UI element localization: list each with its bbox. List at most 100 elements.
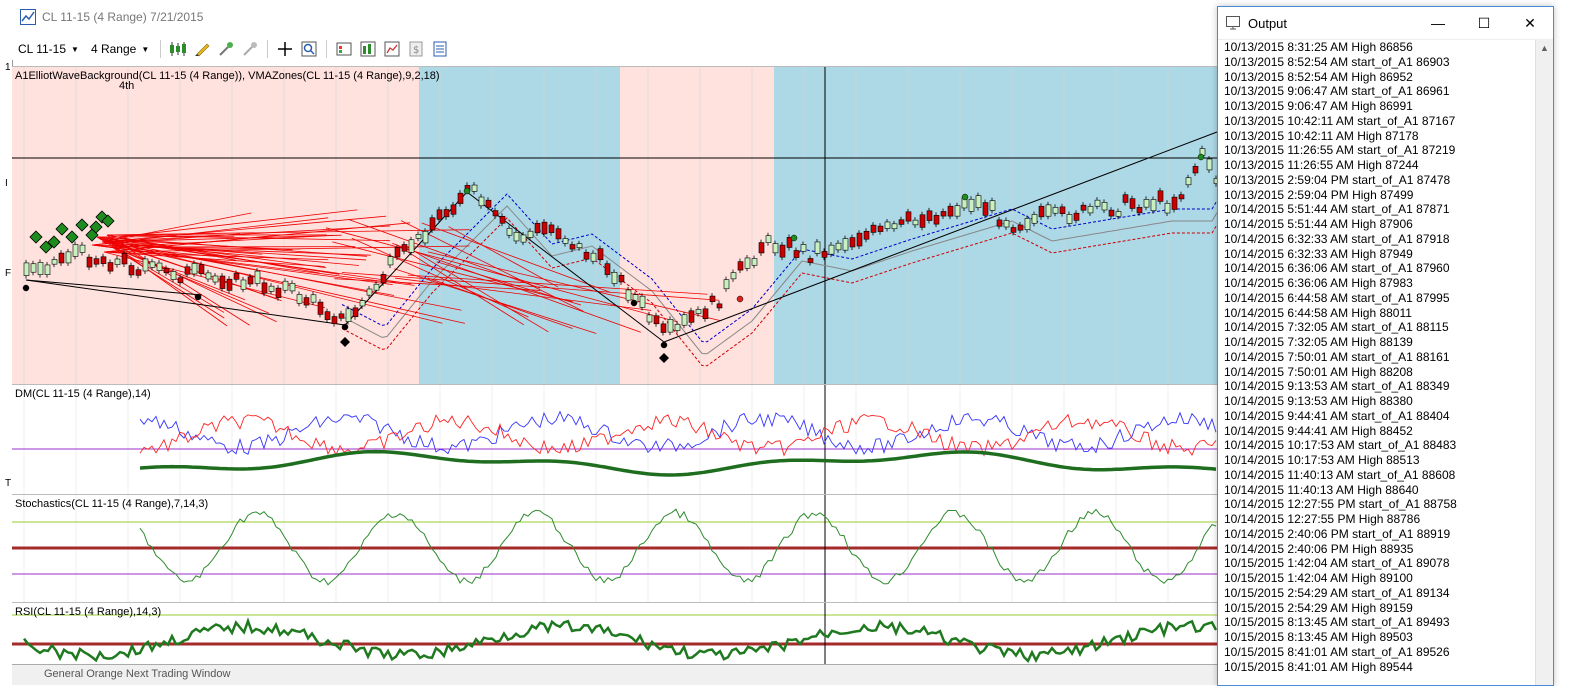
dm-panel-label: DM(CL 11-15 (4 Range),14) (15, 388, 151, 400)
candle-up (115, 259, 120, 265)
period-label: 4 Range (91, 42, 136, 56)
candle-up (283, 281, 288, 290)
candle-up (892, 224, 897, 229)
candle-down (178, 278, 183, 283)
remove-indicator-button[interactable] (240, 39, 260, 59)
output-log-line: 10/13/2015 9:06:47 AM start_of_A1 86961 (1218, 84, 1535, 99)
candle-down (857, 233, 862, 246)
chevron-down-icon: ▼ (141, 45, 149, 54)
magic-wand-icon (218, 41, 234, 57)
close-button[interactable]: ✕ (1507, 7, 1553, 39)
chart-tab-strip[interactable]: General Orange Next Trading Window (12, 664, 1240, 685)
price-plot[interactable] (12, 67, 1240, 385)
candle-up (1144, 199, 1149, 207)
output-log-line: 10/14/2015 6:44:58 AM start_of_A1 87995 (1218, 291, 1535, 306)
output-log-line: 10/14/2015 2:40:06 PM start_of_A1 88919 (1218, 527, 1535, 542)
candle-up (1095, 200, 1100, 206)
price-panel-label: A1ElliotWaveBackground(CL 11-15 (4 Range… (15, 70, 440, 82)
candle-up (206, 273, 211, 279)
candle-down (850, 238, 855, 247)
output-log[interactable]: 10/13/2015 8:31:25 AM High 86856 10/13/20… (1218, 40, 1535, 685)
indicators-icon (360, 41, 376, 57)
dm-plot[interactable] (12, 385, 1240, 495)
output-scrollbar[interactable]: ▲ (1535, 40, 1553, 685)
output-log-line: 10/14/2015 5:51:44 AM start_of_A1 87871 (1218, 202, 1535, 217)
rsi-plot[interactable] (12, 603, 1240, 665)
chart-properties-button[interactable] (334, 39, 354, 59)
chevron-down-icon: ▼ (71, 45, 79, 54)
candle-down (87, 257, 92, 267)
candle-down (934, 215, 939, 224)
minimize-button[interactable]: — (1415, 7, 1461, 39)
instrument-label: CL 11-15 (18, 42, 66, 56)
adx-line (140, 452, 1216, 475)
output-log-line: 10/13/2015 8:31:25 AM High 86856 (1218, 40, 1535, 55)
properties-icon (336, 41, 352, 57)
output-log-line: 10/14/2015 12:27:55 PM start_of_A1 88758 (1218, 497, 1535, 512)
chart-app-icon (20, 9, 36, 25)
rsi-panel[interactable]: RSI(CL 11-15 (4 Range),14,3) (12, 602, 1240, 665)
candle-up (913, 220, 918, 225)
bar-type-button[interactable] (168, 39, 188, 59)
candle-up (507, 228, 512, 235)
candle-up (290, 283, 295, 291)
candle-down (339, 314, 344, 318)
maximize-button[interactable]: ☐ (1461, 7, 1507, 39)
candle-up (346, 309, 351, 322)
output-log-line: 10/13/2015 11:26:55 AM start_of_A1 87219 (1218, 143, 1535, 158)
left-axis-marker: I (5, 178, 8, 189)
output-title-bar: Output — ☐ ✕ (1218, 7, 1553, 40)
candle-down (381, 274, 386, 282)
drawing-tool-button[interactable] (192, 39, 212, 59)
wave-zone-background (419, 67, 620, 385)
data-box-button[interactable]: $ (406, 39, 426, 59)
output-log-line: 10/14/2015 6:32:33 AM High 87949 (1218, 247, 1535, 262)
add-indicator-button[interactable] (216, 39, 236, 59)
templates-button[interactable] (430, 39, 450, 59)
candle-up (647, 315, 652, 322)
pivot-dot (195, 294, 201, 300)
output-log-line: 10/14/2015 6:36:06 AM start_of_A1 87960 (1218, 261, 1535, 276)
output-log-line: 10/14/2015 10:17:53 AM start_of_A1 88483 (1218, 438, 1535, 453)
dollar-icon: $ (408, 41, 424, 57)
output-title: Output (1248, 16, 1415, 31)
rsi-panel-label: RSI(CL 11-15 (4 Range),14,3) (15, 606, 161, 618)
dm-panel[interactable]: DM(CL 11-15 (4 Range),14) (12, 384, 1240, 495)
crosshair-button[interactable] (275, 39, 295, 59)
candle-up (416, 234, 421, 238)
candle-down (458, 193, 463, 203)
stochastics-panel[interactable]: Stochastics(CL 11-15 (4 Range),7,14,3) (12, 494, 1240, 603)
candle-down (1137, 207, 1142, 213)
candle-down (59, 253, 64, 263)
candle-down (94, 259, 99, 265)
candle-up (843, 239, 848, 251)
pivot-dot (631, 300, 637, 306)
stochastics-plot[interactable] (12, 495, 1240, 603)
candle-down (808, 258, 813, 262)
magnifier-icon (301, 41, 317, 57)
candle-up (1032, 214, 1037, 223)
price-panel[interactable]: A1ElliotWaveBackground(CL 11-15 (4 Range… (12, 66, 1240, 385)
pivot-dot (791, 235, 797, 241)
candle-up (80, 245, 85, 252)
rsi-line (24, 621, 1216, 661)
toolbar-divider (267, 40, 268, 58)
candle-down (486, 200, 491, 207)
indicators-button[interactable] (358, 39, 378, 59)
scroll-up-icon[interactable]: ▲ (1536, 40, 1553, 56)
candle-down (710, 296, 715, 302)
instrument-dropdown[interactable]: CL 11-15 ▼ (14, 39, 83, 59)
candle-down (661, 324, 666, 333)
candle-up (241, 280, 246, 289)
candle-up (157, 263, 162, 271)
candle-up (1207, 159, 1212, 170)
strategies-button[interactable] (382, 39, 402, 59)
candle-down (129, 266, 134, 275)
output-log-line: 10/14/2015 2:40:06 PM High 88935 (1218, 542, 1535, 557)
candle-down (1011, 227, 1016, 232)
candle-up (1186, 178, 1191, 185)
candle-up (766, 236, 771, 243)
period-dropdown[interactable]: 4 Range ▼ (87, 39, 153, 59)
candle-down (276, 288, 281, 297)
zoom-button[interactable] (299, 39, 319, 59)
